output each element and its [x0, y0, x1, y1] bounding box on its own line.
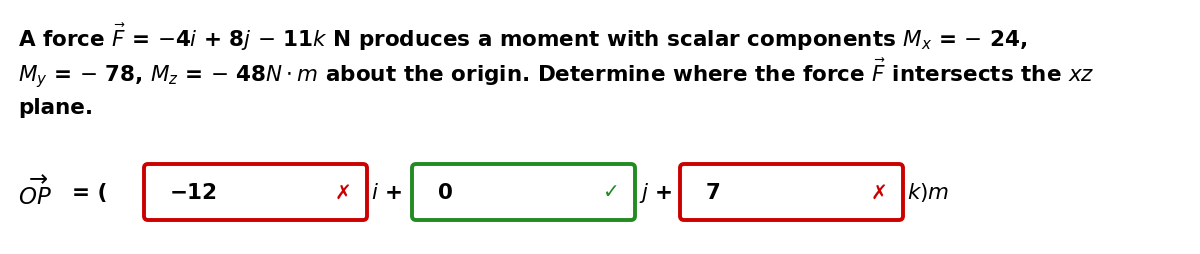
- Text: $M_y$ = $-$ 78, $M_z$ = $-$ 48$N \cdot m$ about the origin. Determine where the : $M_y$ = $-$ 78, $M_z$ = $-$ 48$N \cdot m…: [18, 56, 1094, 90]
- Text: $j$ +: $j$ +: [640, 180, 673, 204]
- Text: −12: −12: [170, 182, 218, 202]
- Text: 7: 7: [706, 182, 721, 202]
- Text: ✓: ✓: [602, 183, 619, 202]
- FancyBboxPatch shape: [144, 164, 367, 220]
- Text: $\overrightarrow{OP}$: $\overrightarrow{OP}$: [18, 176, 52, 209]
- Text: ✗: ✗: [870, 183, 888, 202]
- Text: ✗: ✗: [335, 183, 352, 202]
- Text: $k)m$: $k)m$: [907, 181, 949, 204]
- Text: = (: = (: [72, 182, 115, 202]
- Text: 0: 0: [438, 182, 452, 202]
- Text: $i$ +: $i$ +: [371, 182, 402, 202]
- Text: plane.: plane.: [18, 98, 94, 118]
- Text: A force $\vec{F}$ = $-$4$i$ + 8$j$ $-$ 11$k$ N produces a moment with scalar com: A force $\vec{F}$ = $-$4$i$ + 8$j$ $-$ 1…: [18, 21, 1027, 52]
- FancyBboxPatch shape: [412, 164, 635, 220]
- FancyBboxPatch shape: [680, 164, 904, 220]
